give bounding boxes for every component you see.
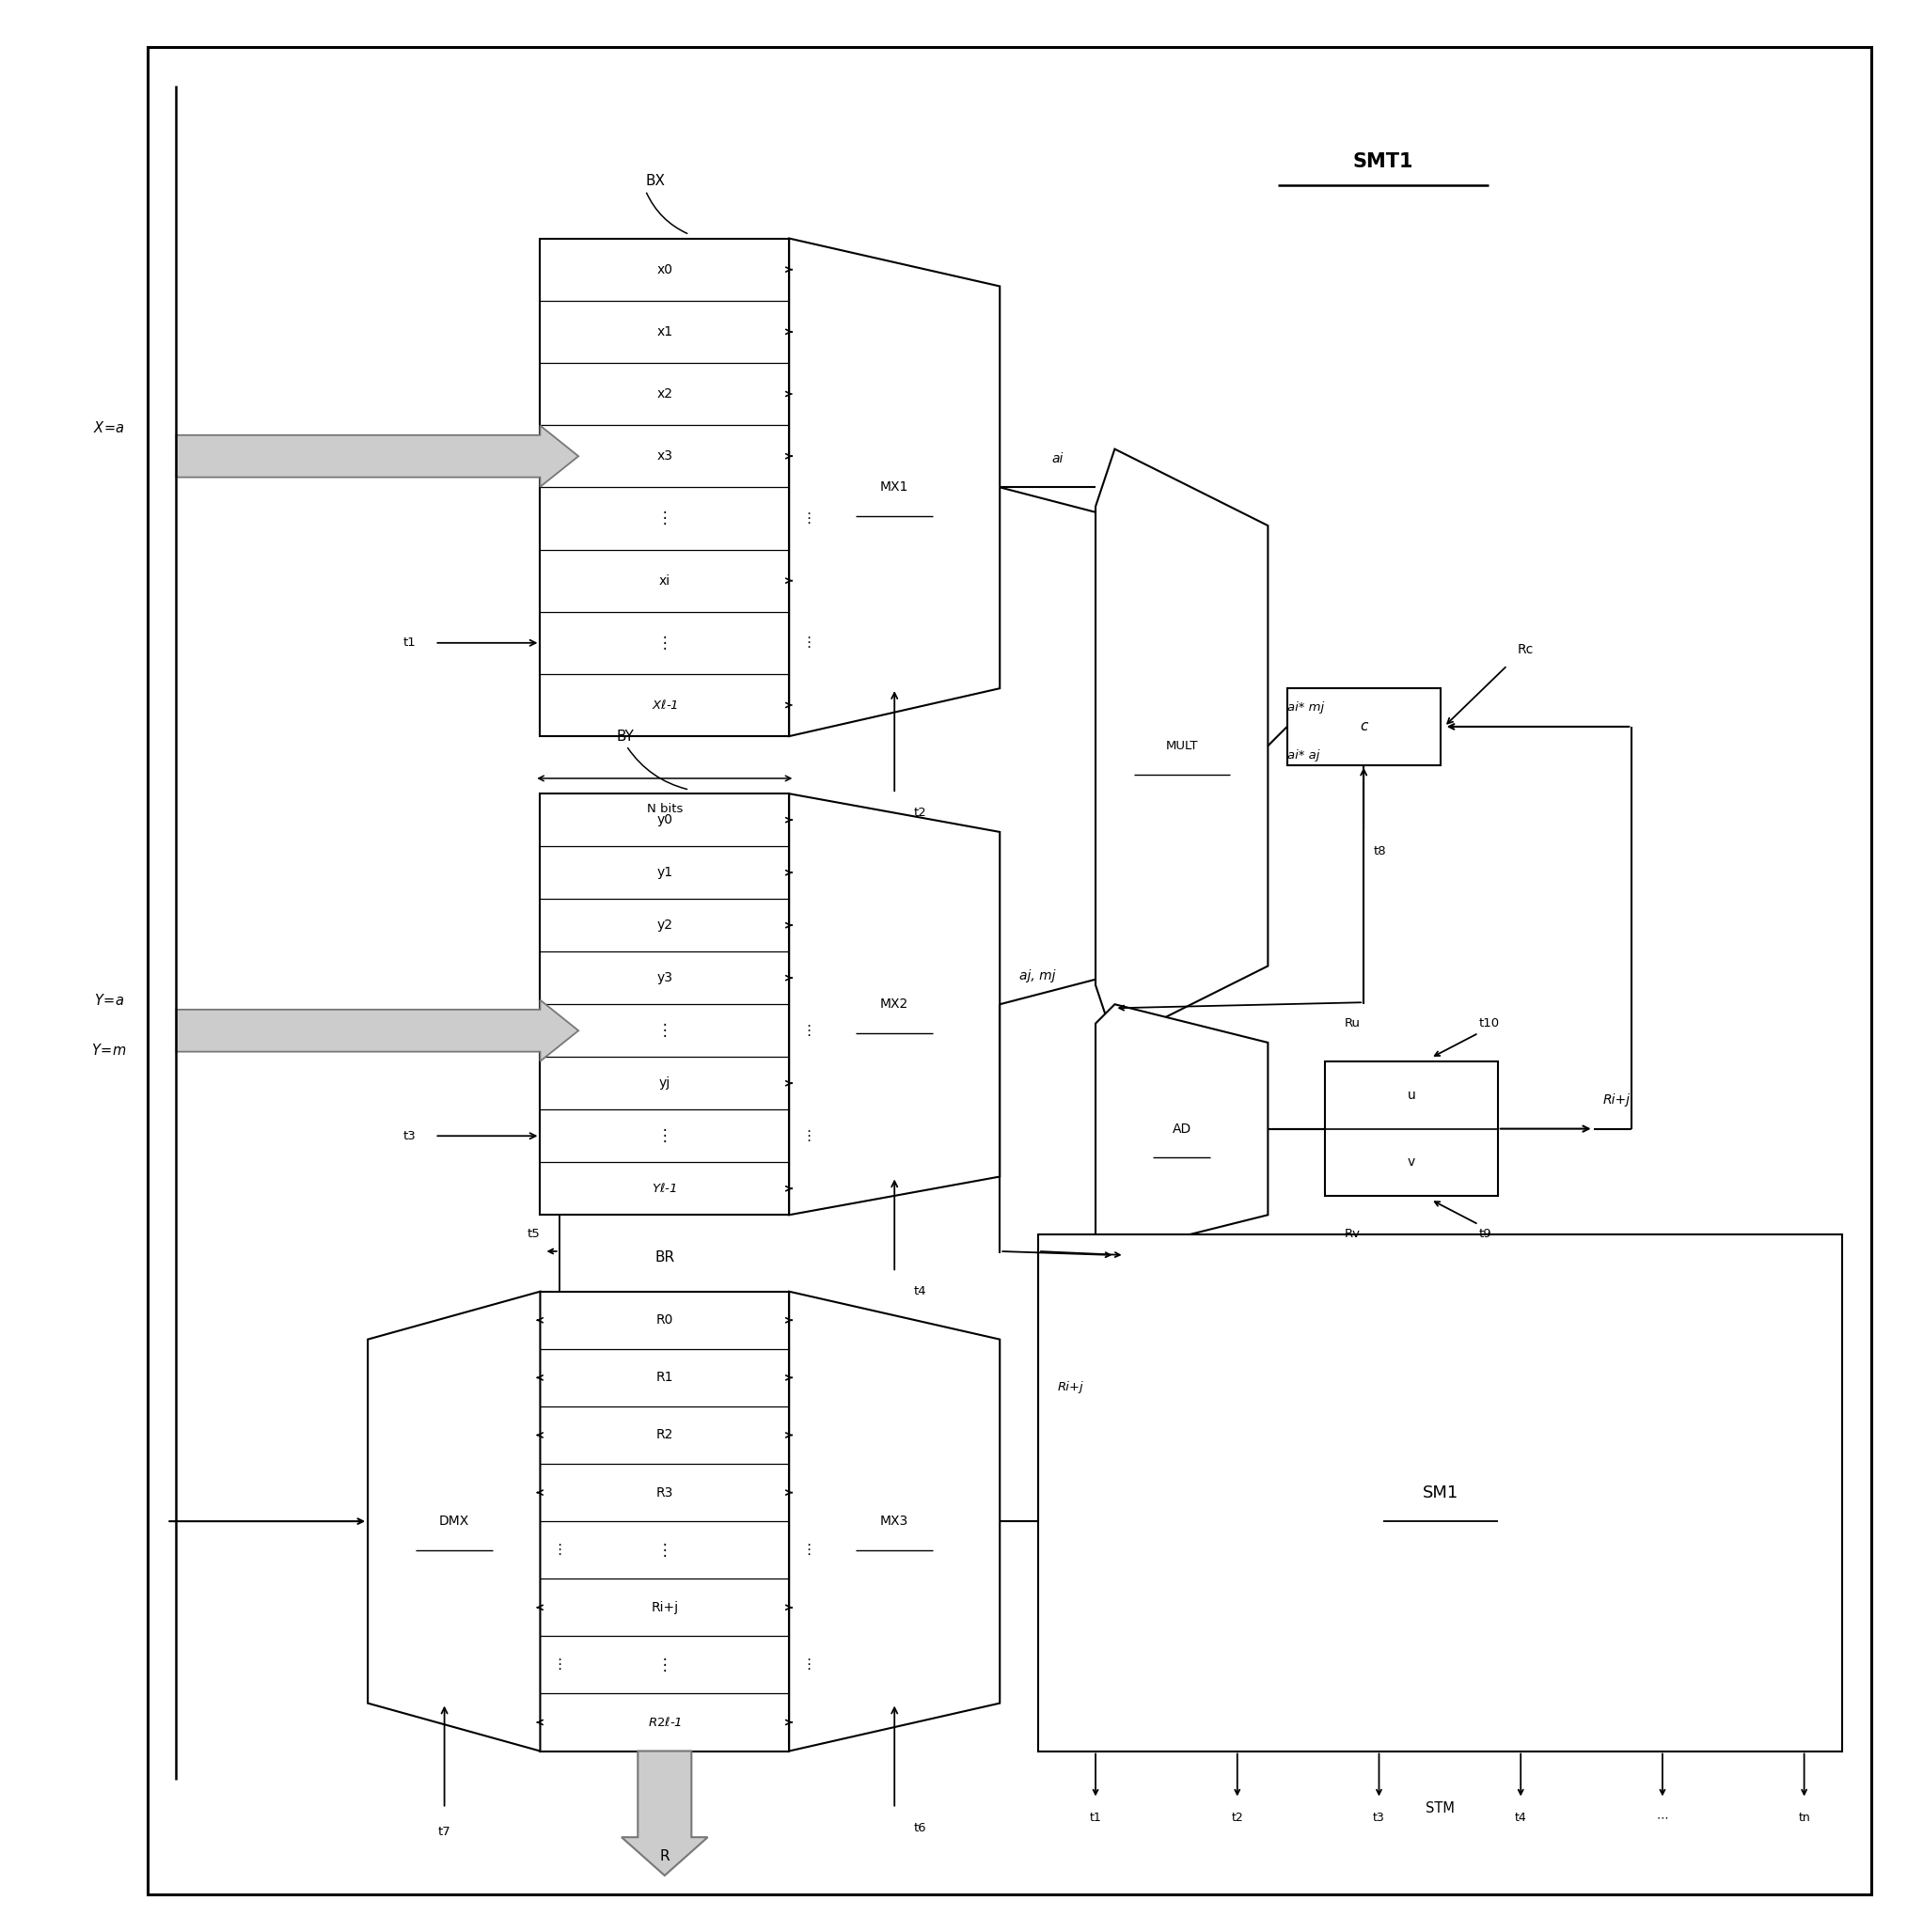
Text: MX1: MX1 bbox=[881, 481, 910, 495]
Text: y2: y2 bbox=[656, 920, 673, 931]
Text: ⋮: ⋮ bbox=[658, 1542, 673, 1559]
FancyArrow shape bbox=[177, 1001, 579, 1061]
Text: yj: yj bbox=[660, 1076, 671, 1090]
Text: $Y\ell$-1: $Y\ell$-1 bbox=[652, 1182, 677, 1196]
Text: t2: t2 bbox=[1231, 1812, 1244, 1824]
Text: y1: y1 bbox=[656, 866, 673, 879]
Text: v: v bbox=[1408, 1155, 1415, 1169]
Text: MULT: MULT bbox=[1165, 740, 1198, 752]
Text: x3: x3 bbox=[656, 450, 673, 464]
Text: ⋮: ⋮ bbox=[802, 1544, 815, 1557]
Text: $R2\ell$-1: $R2\ell$-1 bbox=[648, 1716, 683, 1729]
Text: $Y\!=\!m$: $Y\!=\!m$ bbox=[92, 1041, 127, 1057]
Text: ⋮: ⋮ bbox=[658, 634, 673, 651]
Text: t7: t7 bbox=[438, 1826, 450, 1837]
Text: Ru: Ru bbox=[1344, 1018, 1360, 1030]
Text: ⋮: ⋮ bbox=[802, 1128, 815, 1144]
Text: tn: tn bbox=[1798, 1812, 1810, 1824]
Text: t3: t3 bbox=[1373, 1812, 1385, 1824]
Text: ⋮: ⋮ bbox=[552, 1544, 567, 1557]
Text: Ri+j: Ri+j bbox=[1058, 1381, 1083, 1393]
Text: DMX: DMX bbox=[438, 1515, 469, 1528]
Text: x0: x0 bbox=[656, 263, 673, 276]
Text: xi: xi bbox=[660, 574, 671, 587]
Text: ⋮: ⋮ bbox=[802, 1658, 815, 1671]
Text: ⋮: ⋮ bbox=[658, 1128, 673, 1144]
Polygon shape bbox=[1096, 1005, 1267, 1254]
Text: ⋮: ⋮ bbox=[802, 636, 815, 649]
Text: u: u bbox=[1408, 1088, 1415, 1101]
Text: ⋮: ⋮ bbox=[802, 1024, 815, 1037]
Bar bbox=[540, 238, 788, 736]
Text: ⋮: ⋮ bbox=[658, 510, 673, 527]
FancyArrow shape bbox=[177, 425, 579, 487]
Text: ⋮: ⋮ bbox=[658, 1022, 673, 1039]
Text: c: c bbox=[1360, 719, 1367, 734]
Text: MX3: MX3 bbox=[881, 1515, 910, 1528]
Text: Ri+j: Ri+j bbox=[1604, 1094, 1631, 1107]
Text: R2: R2 bbox=[656, 1428, 673, 1441]
Text: ai* mj: ai* mj bbox=[1286, 701, 1323, 713]
Text: t9: t9 bbox=[1479, 1229, 1492, 1240]
Text: t2: t2 bbox=[913, 808, 927, 819]
Text: ⋮: ⋮ bbox=[552, 1658, 567, 1671]
Text: MX2: MX2 bbox=[881, 997, 910, 1010]
FancyArrow shape bbox=[621, 1750, 708, 1876]
Text: R0: R0 bbox=[656, 1314, 673, 1327]
Text: t4: t4 bbox=[913, 1285, 927, 1298]
Text: t6: t6 bbox=[913, 1822, 927, 1833]
Text: SM1: SM1 bbox=[1423, 1484, 1458, 1501]
Text: x1: x1 bbox=[656, 325, 673, 338]
Polygon shape bbox=[1096, 448, 1267, 1043]
Polygon shape bbox=[788, 794, 1000, 1215]
Text: BR: BR bbox=[654, 1250, 675, 1264]
Text: ai* aj: ai* aj bbox=[1286, 750, 1319, 761]
Text: $X\ell$-1: $X\ell$-1 bbox=[652, 699, 679, 711]
Text: BX: BX bbox=[646, 174, 665, 187]
Text: AD: AD bbox=[1173, 1122, 1190, 1136]
Text: Rc: Rc bbox=[1517, 643, 1533, 657]
Text: ⋮: ⋮ bbox=[802, 512, 815, 526]
Text: t1: t1 bbox=[1090, 1812, 1102, 1824]
Text: ai: ai bbox=[1052, 452, 1063, 466]
Bar bbox=[1038, 1235, 1842, 1750]
Text: R3: R3 bbox=[656, 1486, 673, 1499]
Bar bbox=[540, 794, 788, 1215]
Bar bbox=[1286, 688, 1440, 765]
Text: R: R bbox=[660, 1849, 669, 1864]
Text: t5: t5 bbox=[527, 1229, 540, 1240]
Text: Rv: Rv bbox=[1344, 1229, 1360, 1240]
Text: y0: y0 bbox=[656, 813, 673, 827]
Text: aj, mj: aj, mj bbox=[1019, 970, 1056, 981]
Text: $Y\!=\!a$: $Y\!=\!a$ bbox=[94, 993, 125, 1007]
Text: STM: STM bbox=[1425, 1801, 1456, 1816]
Text: R1: R1 bbox=[656, 1372, 673, 1383]
Text: t10: t10 bbox=[1479, 1018, 1500, 1030]
Text: N bits: N bits bbox=[646, 804, 683, 815]
Polygon shape bbox=[788, 1291, 1000, 1750]
Text: x2: x2 bbox=[656, 388, 673, 400]
Text: t8: t8 bbox=[1373, 844, 1386, 858]
Text: t1: t1 bbox=[402, 638, 415, 649]
Text: Ri+j: Ri+j bbox=[652, 1602, 679, 1613]
Bar bbox=[1325, 1063, 1498, 1196]
Polygon shape bbox=[788, 238, 1000, 736]
Text: $X\!=\!a$: $X\!=\!a$ bbox=[94, 419, 125, 435]
Text: t3: t3 bbox=[402, 1130, 415, 1142]
Text: ⋮: ⋮ bbox=[658, 1656, 673, 1673]
Polygon shape bbox=[367, 1291, 540, 1750]
Text: SMT1: SMT1 bbox=[1352, 153, 1413, 172]
Bar bbox=[540, 1291, 788, 1750]
Text: BY: BY bbox=[617, 728, 635, 744]
Text: t4: t4 bbox=[1515, 1812, 1527, 1824]
Text: ⋯: ⋯ bbox=[1656, 1812, 1669, 1824]
Text: y3: y3 bbox=[656, 972, 673, 985]
